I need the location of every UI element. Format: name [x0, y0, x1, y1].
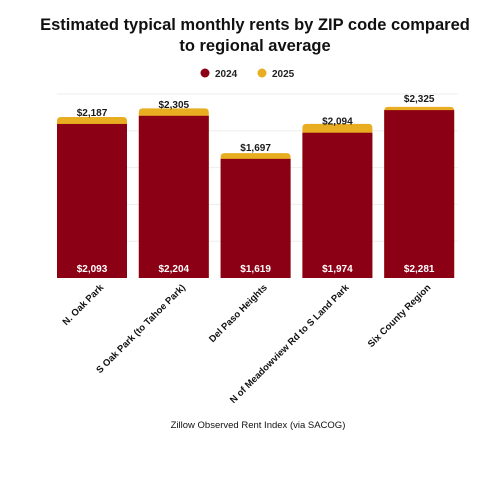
data-label-2024: $2,281: [404, 264, 435, 275]
x-tick-label: Del Paso Heights: [207, 282, 270, 345]
data-label-2025: $2,325: [404, 94, 435, 105]
data-labels: $2,187 $2,093 $2,305 $2,204 $1,697 $1,619 $2,0…: [77, 94, 435, 275]
data-label-2024: $2,204: [159, 264, 190, 275]
bars: [57, 106, 455, 279]
chart-title-line: Estimated typical monthly rents by ZIP c…: [40, 16, 470, 34]
legend-label-2024: 2024: [215, 69, 238, 80]
bar-2024: [57, 123, 127, 278]
x-tick-label: N. Oak Park: [61, 282, 107, 328]
data-label-2024: $1,974: [322, 264, 353, 275]
bar-2024: [138, 115, 209, 278]
bar-2024: [302, 132, 373, 278]
legend-swatch-2025: [257, 68, 267, 78]
legend-swatch-2024: [200, 68, 210, 78]
data-label-2024: $2,093: [77, 264, 108, 275]
bar-2024: [220, 158, 291, 278]
data-label-2025: $2,094: [322, 117, 353, 128]
legend-label-2025: 2025: [272, 69, 295, 80]
data-label-2025: $2,187: [77, 108, 108, 119]
chart-title: Estimated typical monthly rents by ZIP c…: [40, 16, 470, 55]
chart-title-line: to regional average: [179, 37, 330, 55]
legend: 2024 2025: [200, 68, 295, 80]
source-note: Zillow Observed Rent Index (via SACOG): [171, 420, 346, 431]
data-label-2025: $2,305: [159, 100, 190, 111]
data-label-2025: $1,697: [240, 143, 271, 154]
data-label-2024: $1,619: [240, 264, 271, 275]
x-tick-label: Six County Region: [366, 282, 434, 350]
bar-2024: [384, 110, 455, 278]
x-tick-label: S Oak Park (to Tahoe Park): [94, 282, 188, 376]
